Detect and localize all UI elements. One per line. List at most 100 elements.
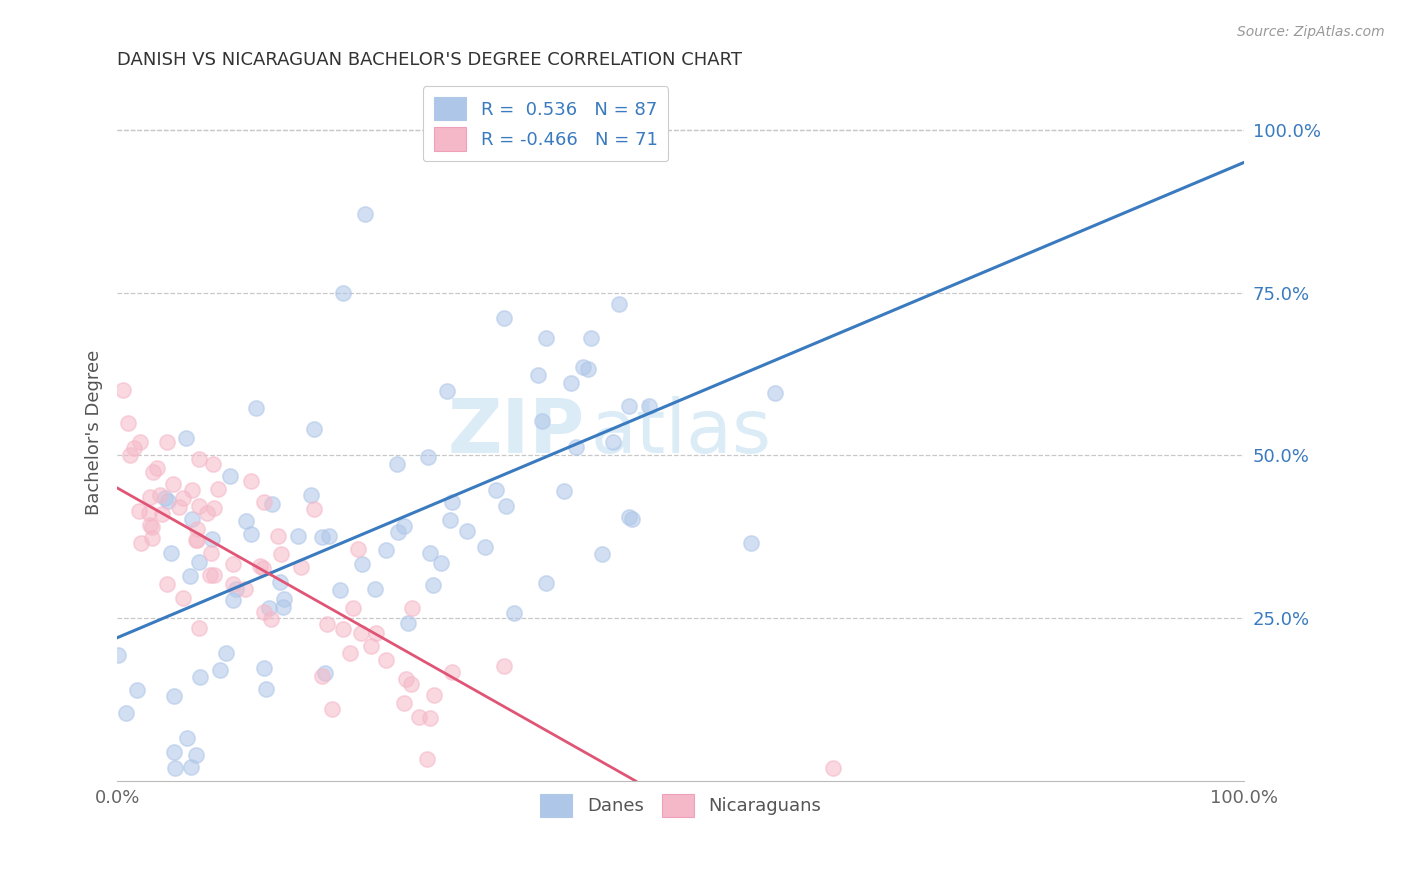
Point <box>364 582 387 596</box>
Point <box>456 524 478 538</box>
Point <box>311 530 333 544</box>
Point <box>441 495 464 509</box>
Point <box>329 583 352 598</box>
Point <box>346 541 368 556</box>
Point <box>207 482 229 496</box>
Point <box>401 600 423 615</box>
Point <box>122 441 145 455</box>
Point <box>139 490 162 504</box>
Point <box>399 677 422 691</box>
Point <box>354 207 377 221</box>
Point <box>385 457 408 471</box>
Point <box>125 683 148 698</box>
Point <box>318 528 340 542</box>
Point <box>352 557 374 571</box>
Point <box>494 659 516 673</box>
Point <box>422 577 444 591</box>
Point <box>332 622 354 636</box>
Point <box>290 559 312 574</box>
Point <box>186 533 208 547</box>
Point <box>167 500 190 514</box>
Point <box>339 646 361 660</box>
Point <box>637 399 659 413</box>
Point <box>273 592 295 607</box>
Point <box>360 639 382 653</box>
Point <box>141 531 163 545</box>
Point <box>188 670 211 684</box>
Point <box>115 706 138 720</box>
Point <box>162 477 184 491</box>
Point <box>201 533 224 547</box>
Point <box>419 546 441 560</box>
Point <box>287 529 309 543</box>
Point <box>302 501 325 516</box>
Point <box>267 529 290 543</box>
Point <box>222 593 245 607</box>
Y-axis label: Bachelor's Degree: Bachelor's Degree <box>86 350 103 516</box>
Point <box>602 435 624 450</box>
Point <box>233 582 256 596</box>
Point <box>195 506 218 520</box>
Point <box>156 434 179 449</box>
Point <box>253 606 276 620</box>
Point <box>321 702 343 716</box>
Point <box>180 759 202 773</box>
Point <box>172 491 194 505</box>
Text: Source: ZipAtlas.com: Source: ZipAtlas.com <box>1237 25 1385 39</box>
Point <box>392 519 415 533</box>
Point <box>304 422 326 436</box>
Point <box>249 559 271 574</box>
Point <box>441 665 464 680</box>
Point <box>252 561 274 575</box>
Text: atlas: atlas <box>591 396 772 469</box>
Point <box>253 494 276 508</box>
Point <box>188 621 211 635</box>
Point <box>128 504 150 518</box>
Point <box>270 547 292 561</box>
Point <box>180 512 202 526</box>
Point <box>159 546 181 560</box>
Point <box>142 465 165 479</box>
Point <box>269 574 291 589</box>
Point <box>408 709 430 723</box>
Point <box>423 688 446 702</box>
Point <box>179 569 201 583</box>
Point <box>534 331 557 345</box>
Point <box>202 501 225 516</box>
Point <box>145 461 167 475</box>
Point <box>576 362 599 376</box>
Point <box>419 711 441 725</box>
Point <box>239 526 262 541</box>
Point <box>364 625 387 640</box>
Point <box>153 491 176 505</box>
Point <box>314 665 336 680</box>
Point <box>375 543 398 558</box>
Point <box>607 297 630 311</box>
Point <box>186 522 208 536</box>
Point <box>495 499 517 513</box>
Point <box>187 499 209 513</box>
Point <box>430 557 453 571</box>
Point <box>740 536 762 550</box>
Point <box>186 533 208 548</box>
Point <box>271 599 294 614</box>
Point <box>184 748 207 763</box>
Point <box>534 575 557 590</box>
Point <box>156 577 179 591</box>
Point <box>252 660 274 674</box>
Point <box>117 416 139 430</box>
Point <box>225 582 247 596</box>
Point <box>128 435 150 450</box>
Point <box>245 401 267 415</box>
Point <box>141 520 163 534</box>
Point <box>560 376 582 390</box>
Point <box>163 761 186 775</box>
Point <box>162 745 184 759</box>
Point <box>149 488 172 502</box>
Point <box>565 440 588 454</box>
Point <box>619 509 641 524</box>
Point <box>200 568 222 582</box>
Point <box>138 506 160 520</box>
Point <box>311 669 333 683</box>
Point <box>342 601 364 615</box>
